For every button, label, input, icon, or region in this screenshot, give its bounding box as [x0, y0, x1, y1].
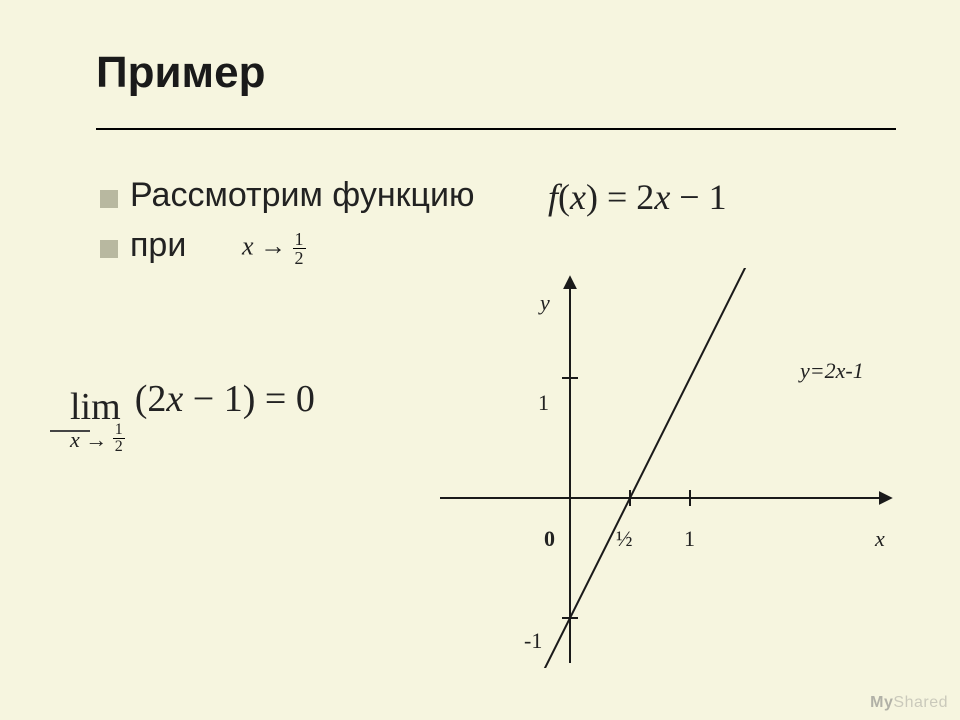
watermark-rest: Shared — [893, 694, 948, 711]
slide-title: Пример — [96, 48, 265, 98]
bullet-text-1: Рассмотрим функцию — [130, 176, 475, 215]
axis-label-y: y — [540, 290, 550, 316]
bullet-icon — [100, 240, 118, 258]
watermark-bold: My — [870, 694, 893, 711]
slide: Пример Рассмотрим функцию f(x) = 2x − 1 … — [0, 0, 960, 720]
axis-tick-label-1y: 1 — [538, 390, 549, 416]
title-underline — [96, 128, 896, 130]
frac-den: 2 — [113, 439, 125, 455]
formula-limit: lim x → 12 (2x − 1) = 0 — [70, 380, 315, 455]
graph-function-label: y=2x-1 — [800, 358, 864, 384]
watermark: MyShared — [870, 694, 948, 712]
frac-num: 1 — [113, 422, 125, 439]
axis-tick-label-half: ½ — [616, 526, 633, 552]
frac-den: 2 — [293, 249, 306, 267]
lim-subscript: x → 12 — [70, 422, 125, 455]
graph-svg — [430, 268, 900, 668]
axis-tick-label-1x: 1 — [684, 526, 695, 552]
graph: y=2x-1 y x 0 1 -1 ½ 1 — [430, 268, 900, 668]
left-margin-tick — [50, 430, 90, 432]
formula-fx: f(x) = 2x − 1 — [548, 176, 727, 218]
bullet-icon — [100, 190, 118, 208]
bullet-text-2: при — [130, 226, 186, 265]
axis-label-zero: 0 — [544, 526, 555, 552]
axis-tick-label-m1y: -1 — [524, 628, 542, 654]
formula-x-to: x → 12 — [242, 230, 306, 267]
frac-num: 1 — [293, 230, 306, 249]
lim-expr: (2x − 1) = 0 — [135, 378, 315, 420]
axis-label-x: x — [875, 526, 885, 552]
